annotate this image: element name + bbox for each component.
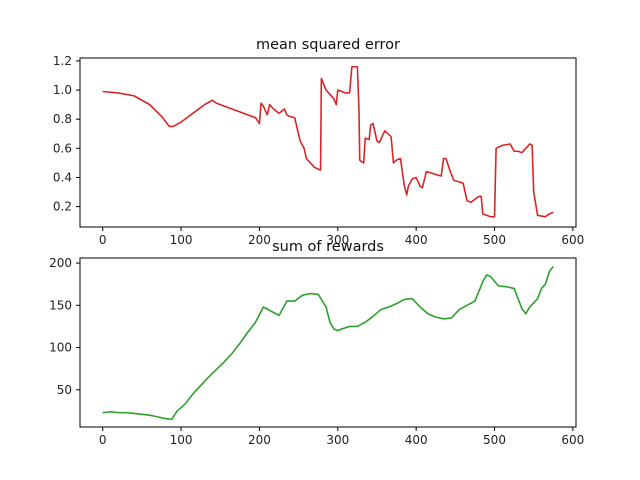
rewards-y-tick-label-1: 100 — [49, 341, 72, 355]
mse-chart-title: mean squared error — [256, 37, 400, 53]
mse-y-tick-label-2: 0.6 — [53, 141, 72, 155]
mse-y-tick-label-4: 1.0 — [53, 83, 72, 97]
mse-x-tick-label-400: 400 — [405, 233, 428, 247]
rewards-x-tick-label-300: 300 — [326, 433, 349, 447]
mse-y-tick-label-0: 0.2 — [53, 200, 72, 214]
rewards-x-tick-label-0: 0 — [99, 433, 107, 447]
mse-y-tick-label-1: 0.4 — [53, 170, 72, 184]
rewards-chart-title: sum of rewards — [272, 239, 384, 255]
rewards-x-tick-label-200: 200 — [248, 433, 271, 447]
rewards-y-tick-label-2: 150 — [49, 298, 72, 312]
mse-y-tick-label-3: 0.8 — [53, 112, 72, 126]
rewards-x-tick-label-600: 600 — [561, 433, 584, 447]
mse-x-tick-label-100: 100 — [170, 233, 193, 247]
mse-y-tick-label-5: 1.2 — [53, 54, 72, 68]
rewards-x-tick-label-400: 400 — [405, 433, 428, 447]
rewards-y-tick-label-0: 50 — [57, 383, 72, 397]
mse-x-tick-label-600: 600 — [561, 233, 584, 247]
rewards-x-tick-label-100: 100 — [170, 433, 193, 447]
mse-x-tick-label-200: 200 — [248, 233, 271, 247]
rewards-y-tick-label-3: 200 — [49, 256, 72, 270]
mse-x-tick-label-500: 500 — [483, 233, 506, 247]
rewards-x-tick-label-500: 500 — [483, 433, 506, 447]
mse-x-tick-label-0: 0 — [99, 233, 107, 247]
